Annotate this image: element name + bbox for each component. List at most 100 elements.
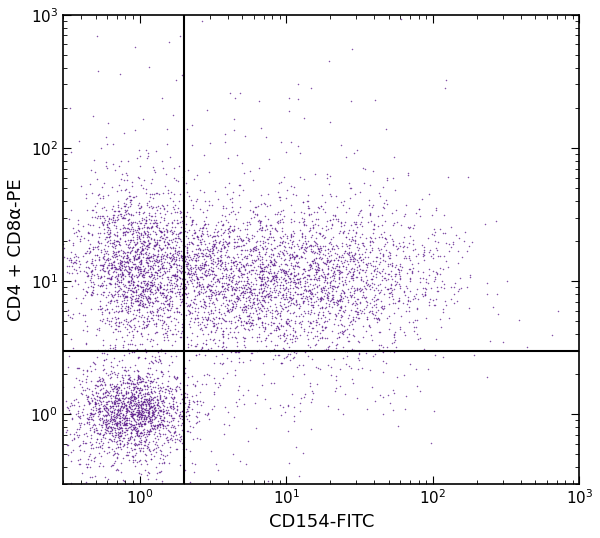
Point [66,147,76,156]
Point [153,262,163,271]
Point [143,426,152,435]
Point [176,280,185,288]
Point [386,281,396,289]
Point [104,258,114,267]
Point [134,270,144,279]
Point [230,238,239,246]
Point [254,287,263,296]
Point [229,302,238,311]
Point [180,257,190,265]
Point [88,291,97,300]
Point [338,262,348,271]
Point [126,380,136,388]
Point [122,426,132,434]
Point [94,430,104,438]
Point [86,456,96,465]
Point [309,271,319,279]
Point [144,249,154,258]
Point [115,264,125,273]
Point [208,288,218,296]
Point [195,296,205,305]
Point [256,226,266,235]
Point [389,348,399,357]
Point [137,420,147,428]
Point [440,229,449,237]
Point [101,233,111,242]
Point [89,456,99,465]
Point [157,387,167,395]
Point [154,398,163,407]
Point [176,292,185,300]
Point [216,253,226,261]
Point [340,256,350,264]
Point [320,317,330,325]
Point [340,247,350,256]
Point [139,322,148,331]
Point [246,313,256,321]
Point [307,301,317,309]
Point [145,392,154,401]
Point [197,252,207,260]
Point [403,223,413,232]
Point [258,294,268,302]
Point [313,317,322,326]
Point [435,270,445,278]
Point [172,260,181,268]
Point [141,414,151,422]
Point [98,280,108,289]
Point [174,254,184,263]
Point [138,292,148,300]
Point [208,322,217,331]
Point [133,268,143,277]
Point [140,268,150,277]
Point [148,377,158,385]
Point [134,372,143,380]
Point [370,262,380,271]
Point [247,321,256,330]
Point [227,208,236,217]
Point [137,216,146,224]
Point [301,238,311,247]
Point [128,385,137,394]
Point [162,221,172,229]
Point [319,270,329,279]
Point [176,190,185,199]
Point [107,263,117,272]
Point [332,203,341,212]
Point [96,289,106,298]
Point [100,228,109,237]
Point [176,329,185,338]
Point [300,279,310,288]
Point [206,309,215,318]
Point [284,274,294,282]
Point [389,218,399,227]
Point [208,317,217,325]
Point [119,414,128,422]
Point [123,262,133,271]
Point [184,192,194,201]
Point [161,423,170,432]
Point [302,258,311,267]
Point [187,277,196,285]
Point [133,384,142,393]
Point [170,246,180,254]
Point [169,429,179,438]
Point [93,237,103,245]
Point [310,237,319,245]
Point [94,223,103,231]
Point [215,278,224,286]
Point [338,330,347,338]
Point [211,278,220,286]
X-axis label: CD154-FITC: CD154-FITC [269,513,374,531]
Point [368,309,378,318]
Point [115,263,125,271]
Point [207,249,217,257]
Point [141,400,151,408]
Point [139,287,148,296]
Point [231,334,241,343]
Point [145,264,154,273]
Point [379,302,389,310]
Point [225,195,235,203]
Point [136,256,145,265]
Point [97,441,107,449]
